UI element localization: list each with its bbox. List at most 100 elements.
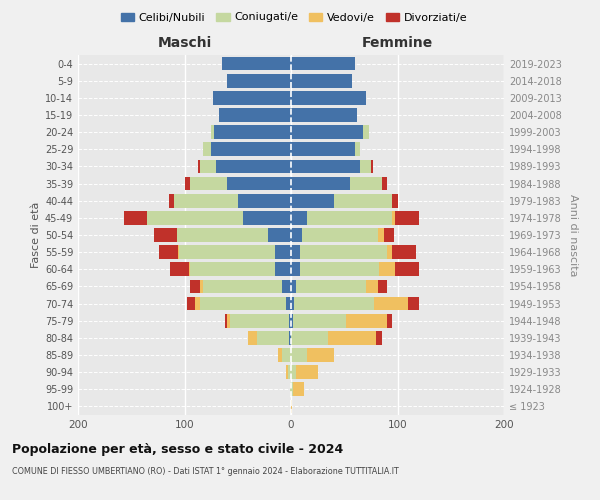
Bar bbox=[190, 262, 275, 276]
Bar bbox=[243, 211, 291, 224]
Bar bbox=[189, 262, 190, 276]
Bar bbox=[365, 280, 379, 293]
Bar bbox=[291, 194, 334, 207]
Bar bbox=[291, 296, 294, 310]
Bar bbox=[383, 228, 394, 242]
Bar bbox=[299, 246, 387, 259]
Bar bbox=[154, 228, 177, 242]
Bar bbox=[195, 296, 200, 310]
Bar bbox=[291, 126, 364, 139]
Bar bbox=[238, 194, 291, 207]
Bar bbox=[147, 211, 243, 224]
Bar bbox=[169, 194, 174, 207]
Text: COMUNE DI FIESSO UMBERTIANO (RO) - Dati ISTAT 1° gennaio 2024 - Elaborazione TUT: COMUNE DI FIESSO UMBERTIANO (RO) - Dati … bbox=[12, 468, 399, 476]
Bar bbox=[283, 280, 291, 293]
Bar bbox=[200, 280, 203, 293]
Bar bbox=[217, 160, 291, 173]
Bar bbox=[291, 382, 293, 396]
Bar bbox=[275, 246, 291, 259]
Bar bbox=[214, 126, 291, 139]
Bar bbox=[291, 142, 355, 156]
Bar bbox=[379, 262, 395, 276]
Bar bbox=[200, 296, 286, 310]
Bar bbox=[178, 246, 179, 259]
Bar bbox=[379, 280, 387, 293]
Bar bbox=[296, 280, 365, 293]
Bar bbox=[177, 228, 268, 242]
Bar bbox=[278, 348, 283, 362]
Bar bbox=[286, 366, 288, 379]
Bar bbox=[291, 348, 307, 362]
Bar bbox=[392, 246, 416, 259]
Bar bbox=[294, 296, 374, 310]
Bar bbox=[307, 211, 392, 224]
Bar bbox=[200, 160, 217, 173]
Bar bbox=[213, 91, 291, 104]
Bar bbox=[291, 366, 296, 379]
Bar bbox=[248, 331, 257, 344]
Bar bbox=[387, 246, 392, 259]
Bar bbox=[291, 246, 299, 259]
Bar bbox=[408, 296, 419, 310]
Bar bbox=[291, 280, 296, 293]
Bar bbox=[211, 126, 214, 139]
Bar bbox=[179, 246, 275, 259]
Bar bbox=[159, 246, 178, 259]
Text: Popolazione per età, sesso e stato civile - 2024: Popolazione per età, sesso e stato civil… bbox=[12, 442, 343, 456]
Bar bbox=[291, 176, 350, 190]
Bar bbox=[190, 176, 227, 190]
Bar bbox=[291, 108, 357, 122]
Bar bbox=[379, 228, 383, 242]
Bar bbox=[199, 160, 200, 173]
Bar bbox=[286, 296, 291, 310]
Bar bbox=[283, 348, 291, 362]
Text: Maschi: Maschi bbox=[157, 36, 212, 50]
Bar bbox=[203, 142, 211, 156]
Bar bbox=[230, 314, 289, 328]
Y-axis label: Fasce di età: Fasce di età bbox=[31, 202, 41, 268]
Bar bbox=[291, 262, 299, 276]
Bar bbox=[187, 296, 195, 310]
Bar bbox=[360, 160, 371, 173]
Bar bbox=[376, 331, 382, 344]
Bar bbox=[218, 108, 291, 122]
Bar bbox=[395, 211, 419, 224]
Bar bbox=[296, 366, 317, 379]
Legend: Celibi/Nubili, Coniugati/e, Vedovi/e, Divorziati/e: Celibi/Nubili, Coniugati/e, Vedovi/e, Di… bbox=[116, 8, 472, 27]
Bar bbox=[291, 331, 328, 344]
Bar bbox=[185, 176, 190, 190]
Bar bbox=[307, 348, 334, 362]
Bar bbox=[174, 194, 238, 207]
Bar bbox=[289, 314, 291, 328]
Bar bbox=[299, 262, 379, 276]
Text: Femmine: Femmine bbox=[362, 36, 433, 50]
Bar bbox=[364, 126, 369, 139]
Bar bbox=[227, 74, 291, 88]
Bar bbox=[227, 176, 291, 190]
Bar bbox=[371, 160, 373, 173]
Bar bbox=[170, 262, 189, 276]
Bar bbox=[288, 366, 291, 379]
Bar bbox=[290, 382, 291, 396]
Bar bbox=[387, 314, 392, 328]
Bar bbox=[395, 262, 419, 276]
Bar bbox=[334, 194, 392, 207]
Bar bbox=[222, 56, 291, 70]
Bar bbox=[211, 142, 291, 156]
Bar bbox=[268, 228, 291, 242]
Bar bbox=[257, 331, 289, 344]
Bar bbox=[203, 280, 283, 293]
Bar bbox=[291, 211, 307, 224]
Y-axis label: Anni di nascita: Anni di nascita bbox=[568, 194, 578, 276]
Bar bbox=[382, 176, 387, 190]
Bar bbox=[225, 314, 227, 328]
Bar bbox=[355, 142, 360, 156]
Bar bbox=[374, 296, 408, 310]
Bar bbox=[293, 314, 346, 328]
Bar bbox=[302, 228, 379, 242]
Bar bbox=[293, 382, 304, 396]
Bar bbox=[328, 331, 376, 344]
Bar bbox=[275, 262, 291, 276]
Bar bbox=[190, 280, 200, 293]
Bar bbox=[291, 91, 365, 104]
